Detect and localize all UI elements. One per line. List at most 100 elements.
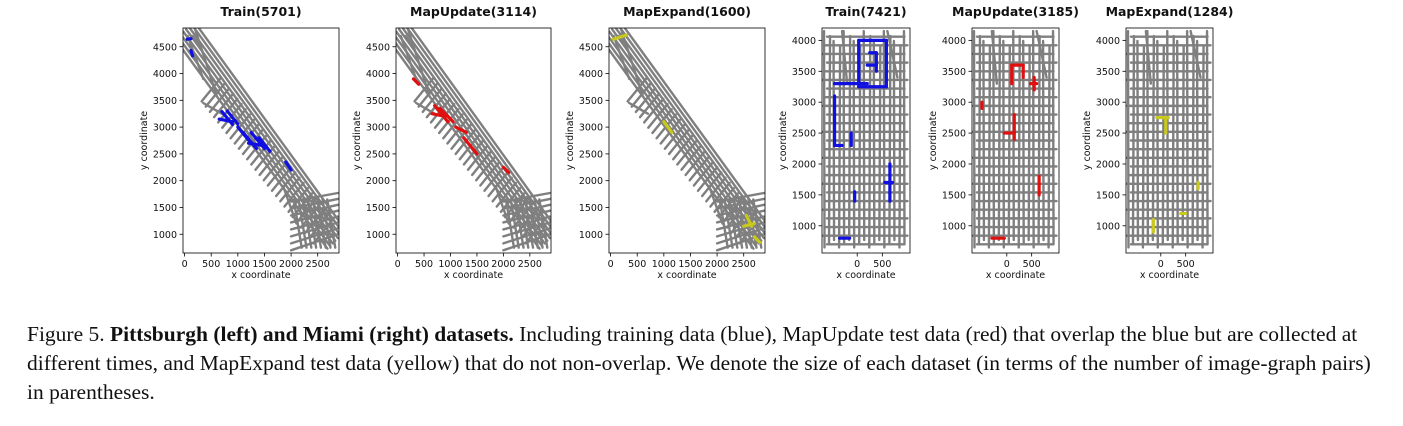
road-segment: [709, 181, 731, 208]
road-segment: [414, 101, 436, 115]
y-tick-label: 3500: [579, 96, 603, 107]
road-segment: [612, 34, 631, 81]
y-axis-label: y coordinate: [565, 111, 576, 170]
y-tick-label: 2000: [153, 176, 177, 187]
road-segment: [1144, 29, 1153, 85]
y-tick-label: 3500: [366, 96, 390, 107]
data-highlight: [241, 130, 259, 151]
y-tick-label: 1000: [942, 221, 966, 232]
panel-5: MapUpdate(3185) 0 500 1000 1500 2000 2500 3000 3…: [928, 4, 1079, 281]
panel-title: MapUpdate(3114): [410, 4, 537, 19]
y-tick-label: 4000: [366, 69, 390, 80]
data-highlight: [411, 77, 421, 86]
road-segment: [742, 198, 753, 249]
road-segment: [462, 139, 485, 166]
x-axis-label: x coordinate: [1140, 270, 1199, 281]
road-segment: [715, 203, 765, 217]
road-segment: [707, 184, 724, 225]
road-segment: [475, 155, 497, 182]
y-tick-label: 3500: [1096, 67, 1120, 78]
road-segment: [404, 34, 415, 48]
road-segment: [279, 176, 301, 203]
road-segment: [258, 150, 280, 177]
data-highlight: [225, 109, 240, 126]
figure-caption: Figure 5. Pittsburgh (left) and Miami (r…: [27, 320, 1377, 407]
road-segment: [289, 197, 339, 210]
road-segment: [1171, 34, 1175, 249]
road-segment: [1017, 34, 1021, 249]
data-highlight: [742, 221, 756, 228]
road-segment: [483, 166, 505, 192]
panel-1: Train(5701)0 500 1000 1500 2000 2500100015002…: [139, 4, 340, 281]
road-segment: [715, 221, 765, 238]
road-segment: [990, 29, 999, 85]
y-tick-label: 2000: [1096, 159, 1120, 170]
road-segment: [321, 198, 332, 249]
road-segment: [1151, 34, 1156, 242]
x-tick-label: 0: [854, 259, 860, 270]
x-tick-label: 500: [628, 259, 646, 270]
y-tick-label: 2500: [942, 129, 966, 140]
road-segment: [405, 28, 551, 230]
data-highlight: [438, 106, 455, 124]
y-tick-label: 1000: [792, 221, 816, 232]
x-tick-label: 0: [1004, 259, 1010, 270]
road-segment: [737, 198, 749, 249]
road-segment: [514, 198, 525, 249]
y-tick-label: 1500: [1096, 190, 1120, 201]
x-tick-label: 2000: [491, 259, 515, 270]
y-tick-label: 1000: [579, 230, 603, 241]
road-segment: [533, 198, 544, 249]
y-tick-label: 2500: [579, 149, 603, 160]
road-segment: [671, 134, 694, 161]
road-segment: [200, 76, 223, 103]
road-segment: [868, 34, 872, 249]
road-segment: [882, 29, 886, 249]
road-segment: [479, 160, 501, 187]
road-network: [609, 28, 765, 252]
road-segment: [628, 101, 650, 115]
road-segment: [250, 139, 272, 166]
road-segment: [417, 81, 439, 108]
road-segment: [878, 44, 882, 242]
road-segment: [466, 144, 489, 171]
road-segment: [192, 28, 339, 230]
y-tick-label: 4000: [1096, 36, 1120, 47]
road-segment: [700, 171, 723, 198]
road-segment: [281, 184, 298, 225]
road-segment: [289, 221, 339, 238]
y-axis-label: y coordinate: [352, 111, 363, 170]
data-highlight: [454, 125, 468, 135]
x-tick-label: 500: [415, 259, 433, 270]
road-segment: [1181, 44, 1185, 242]
road-network: [972, 29, 1058, 249]
road-segment: [692, 160, 715, 187]
y-tick-label: 3000: [153, 123, 177, 134]
road-segment: [266, 160, 289, 187]
road-segment: [502, 203, 551, 217]
x-tick-label: 0: [1158, 259, 1164, 270]
x-axis-label: x coordinate: [657, 270, 716, 281]
road-segment: [289, 191, 339, 203]
road-segment: [528, 198, 539, 249]
x-tick-label: 2500: [732, 259, 756, 270]
road-segment: [326, 198, 337, 249]
road-segment: [688, 155, 711, 182]
road-segment: [651, 108, 673, 135]
road-segment: [997, 34, 1002, 242]
road-segment: [289, 203, 339, 217]
y-tick-label: 1500: [579, 203, 603, 214]
x-tick-label: 500: [202, 259, 220, 270]
road-segment: [842, 29, 846, 245]
x-tick-label: 1000: [226, 259, 250, 270]
x-tick-label: 1500: [678, 259, 702, 270]
y-axis-label: y coordinate: [1082, 111, 1093, 170]
road-segment: [715, 191, 765, 203]
y-tick-label: 1500: [942, 190, 966, 201]
road-segment: [523, 198, 535, 249]
data-highlight: [433, 104, 450, 124]
y-tick-label: 3000: [366, 123, 390, 134]
y-axis-label: y coordinate: [139, 111, 150, 170]
axes-frame: [608, 27, 766, 254]
caption-bold: Pittsburgh (left) and Miami (right) data…: [110, 322, 514, 346]
